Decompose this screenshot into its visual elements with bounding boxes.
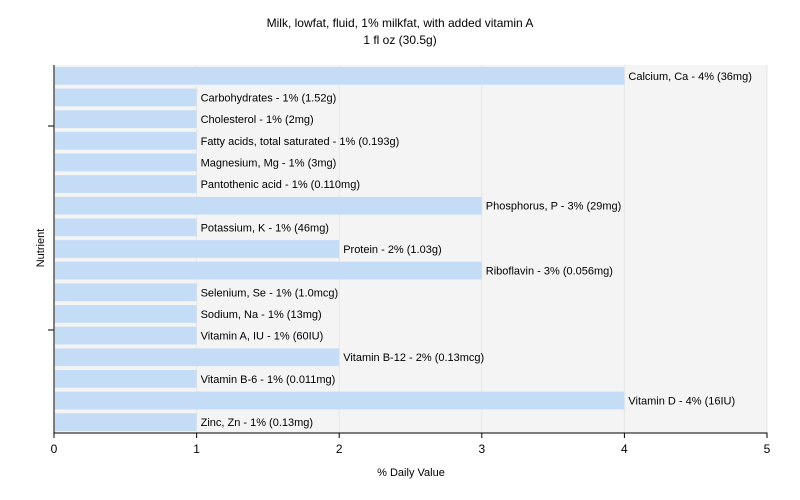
bar xyxy=(55,305,197,323)
bar xyxy=(55,196,482,215)
bar-label: Riboflavin - 3% (0.056mg) xyxy=(486,266,613,278)
bar-label: Vitamin B-6 - 1% (0.011mg) xyxy=(201,374,336,386)
bar-label: Carbohydrates - 1% (1.52g) xyxy=(201,92,337,104)
y-axis-label: Nutrient xyxy=(35,229,47,268)
x-tick-label: 0 xyxy=(51,442,58,456)
bar xyxy=(55,326,197,345)
bar xyxy=(55,240,340,258)
x-tick-label: 2 xyxy=(336,442,343,456)
bar xyxy=(55,283,197,302)
bar xyxy=(55,391,625,410)
x-tick-label: 5 xyxy=(764,442,771,456)
chart-title: Milk, lowfat, fluid, 1% milkfat, with ad… xyxy=(267,16,534,30)
bar xyxy=(55,261,482,280)
bar xyxy=(55,88,197,107)
x-tick-label: 1 xyxy=(193,442,200,456)
x-tick-label: 3 xyxy=(478,442,485,456)
x-tick-label: 4 xyxy=(621,442,628,456)
bar-label: Protein - 2% (1.03g) xyxy=(343,244,441,256)
bar-label: Cholesterol - 1% (2mg) xyxy=(201,114,314,126)
bar-label: Fatty acids, total saturated - 1% (0.193… xyxy=(201,136,400,148)
bar xyxy=(55,66,625,85)
bar xyxy=(55,218,197,237)
bar xyxy=(55,413,197,432)
bar xyxy=(55,153,197,172)
bar-label: Sodium, Na - 1% (13mg) xyxy=(201,309,322,321)
bar-label: Potassium, K - 1% (46mg) xyxy=(201,222,329,234)
bar-label: Selenium, Se - 1% (1.0mcg) xyxy=(201,287,339,299)
bar-label: Calcium, Ca - 4% (36mg) xyxy=(628,71,751,83)
bar-label: Pantothenic acid - 1% (0.110mg) xyxy=(201,179,360,191)
bar xyxy=(55,131,197,150)
bar-label: Vitamin A, IU - 1% (60IU) xyxy=(201,331,324,343)
bar-label: Vitamin D - 4% (16IU) xyxy=(628,396,735,408)
bar-label: Magnesium, Mg - 1% (3mg) xyxy=(201,157,337,169)
bar-label: Vitamin B-12 - 2% (0.13mcg) xyxy=(343,352,484,364)
bar-label: Zinc, Zn - 1% (0.13mg) xyxy=(201,417,313,429)
x-axis-label: % Daily Value xyxy=(377,467,445,479)
bar xyxy=(55,370,197,388)
bar xyxy=(55,110,197,128)
bar xyxy=(55,348,340,367)
chart-subtitle: 1 fl oz (30.5g) xyxy=(363,33,436,47)
bar-label: Phosphorus, P - 3% (29mg) xyxy=(486,201,622,213)
bar xyxy=(55,175,197,193)
